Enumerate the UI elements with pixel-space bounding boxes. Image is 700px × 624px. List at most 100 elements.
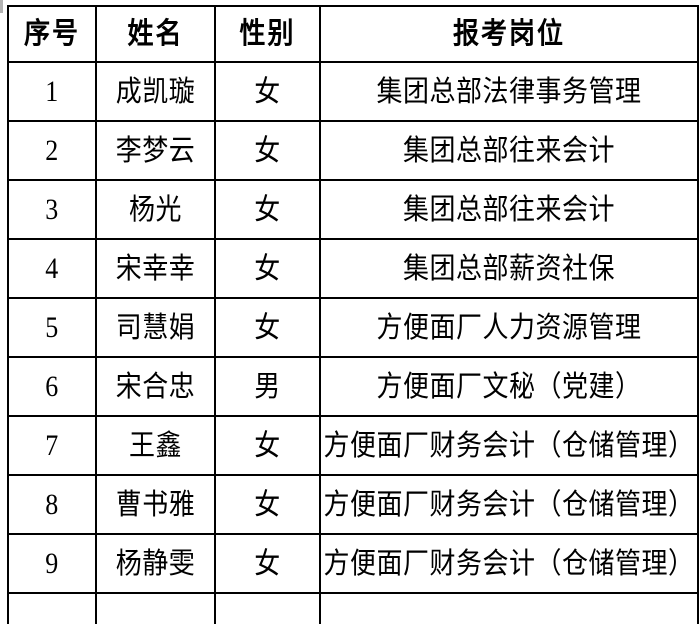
cell-text: 3 (45, 192, 59, 226)
cell-empty (319, 592, 699, 624)
cell-index: 2 (7, 120, 97, 181)
cell-text: 集团总部法律事务管理 (376, 74, 642, 108)
cell-name: 曹书雅 (95, 474, 216, 535)
table-row: 8 曹书雅 女 方便面厂财务会计（仓储管理） (7, 474, 699, 535)
column-header-label: 序号 (23, 17, 80, 50)
cell-name: 王鑫 (95, 415, 216, 476)
cell-name: 司慧娟 (95, 297, 216, 358)
cell-empty (95, 592, 216, 624)
cell-gender: 女 (214, 297, 321, 358)
table-row: 5 司慧娟 女 方便面厂人力资源管理 (7, 297, 699, 358)
cell-position: 方便面厂人力资源管理 (319, 297, 699, 358)
cell-gender: 女 (214, 61, 321, 122)
column-header-position: 报考岗位 (319, 5, 699, 63)
cell-index: 5 (7, 297, 97, 358)
cell-index: 1 (7, 61, 97, 122)
cell-text: 集团总部往来会计 (402, 133, 615, 167)
cell-index: 8 (7, 474, 97, 535)
cell-text: 集团总部薪资社保 (402, 251, 615, 285)
column-header-index: 序号 (7, 5, 97, 63)
cell-position: 方便面厂财务会计（仓储管理） (319, 474, 699, 535)
table-row: 7 王鑫 女 方便面厂财务会计（仓储管理） (7, 415, 699, 476)
table-row: 1 成凯璇 女 集团总部法律事务管理 (7, 61, 699, 122)
cell-text: 方便面厂文秘（党建） (376, 369, 642, 403)
cell-empty (7, 592, 97, 624)
cell-text: 集团总部往来会计 (402, 192, 615, 226)
cell-name: 宋合忠 (95, 356, 216, 417)
cell-text: 宋幸幸 (115, 251, 196, 285)
column-header-label: 性别 (239, 17, 296, 50)
cell-empty (214, 592, 321, 624)
cell-position: 集团总部法律事务管理 (319, 61, 699, 122)
table-body: 1 成凯璇女集团总部法律事务管理 2 李梦云女集团总部往来会计 3 杨光女集团总部往来会计… (7, 61, 699, 624)
cell-position: 方便面厂文秘（党建） (319, 356, 699, 417)
cell-gender: 女 (214, 415, 321, 476)
cell-text: 李梦云 (115, 133, 196, 167)
applicants-table: 序号 姓名 性别 报考岗位 1 成凯璇女集团总部法律事务管理 2 李梦云女集团总部往来会计 3… (7, 5, 699, 624)
cell-name: 李梦云 (95, 120, 216, 181)
table-row: 6 宋合忠 男 方便面厂文秘（党建） (7, 356, 699, 417)
cell-gender: 女 (214, 120, 321, 181)
cell-text: 女 (254, 546, 281, 580)
table-row: 3 杨光 女 集团总部往来会计 (7, 179, 699, 240)
column-header-label: 姓名 (127, 17, 184, 50)
cell-position: 集团总部薪资社保 (319, 238, 699, 299)
cell-text: 女 (254, 133, 281, 167)
cell-index: 6 (7, 356, 97, 417)
cell-text: 2 (45, 133, 59, 167)
cell-text: 4 (45, 251, 59, 285)
cell-gender: 男 (214, 356, 321, 417)
header-row: 序号 姓名 性别 报考岗位 (7, 5, 699, 63)
cell-text: 成凯璇 (115, 74, 196, 108)
column-header-gender: 性别 (214, 5, 321, 63)
cell-index: 3 (7, 179, 97, 240)
table-row: 2 李梦云 女 集团总部往来会计 (7, 120, 699, 181)
cell-text: 女 (254, 487, 281, 521)
cell-text: 7 (45, 428, 59, 462)
table-header: 序号 姓名 性别 报考岗位 (7, 5, 699, 63)
cell-position: 集团总部往来会计 (319, 120, 699, 181)
cell-text: 方便面厂人力资源管理 (376, 310, 642, 344)
cell-text: 方便面厂财务会计（仓储管理） (323, 487, 695, 521)
cell-position: 方便面厂财务会计（仓储管理） (319, 415, 699, 476)
cell-name: 成凯璇 (95, 61, 216, 122)
cell-text: 6 (45, 369, 59, 403)
column-header-label: 报考岗位 (452, 17, 565, 50)
cell-name: 杨静雯 (95, 533, 216, 594)
cell-text: 宋合忠 (115, 369, 196, 403)
cell-text: 曹书雅 (115, 487, 196, 521)
cell-index: 7 (7, 415, 97, 476)
cell-text: 男 (254, 369, 281, 403)
cell-text: 司慧娟 (115, 310, 196, 344)
cell-gender: 女 (214, 474, 321, 535)
table-row: 4 宋幸幸 女 集团总部薪资社保 (7, 238, 699, 299)
cell-text: 9 (45, 546, 59, 580)
cell-text: 杨光 (128, 192, 182, 226)
cell-text: 女 (254, 251, 281, 285)
cell-index: 9 (7, 533, 97, 594)
cell-gender: 女 (214, 179, 321, 240)
cell-gender: 女 (214, 238, 321, 299)
cell-text: 1 (45, 74, 59, 108)
cell-text: 8 (45, 487, 59, 521)
table-row-partial (7, 592, 699, 624)
cell-text: 女 (254, 310, 281, 344)
cell-text: 方便面厂财务会计（仓储管理） (323, 546, 695, 580)
cell-index: 4 (7, 238, 97, 299)
cell-position: 集团总部往来会计 (319, 179, 699, 240)
scan-artifact-mark (0, 0, 3, 13)
cell-name: 杨光 (95, 179, 216, 240)
column-header-name: 姓名 (95, 5, 216, 63)
cell-gender: 女 (214, 533, 321, 594)
cell-position: 方便面厂财务会计（仓储管理） (319, 533, 699, 594)
cell-text: 女 (254, 192, 281, 226)
table-row: 9 杨静雯 女 方便面厂财务会计（仓储管理） (7, 533, 699, 594)
cell-text: 女 (254, 74, 281, 108)
cell-text: 方便面厂财务会计（仓储管理） (323, 428, 695, 462)
cell-text: 女 (254, 428, 281, 462)
cell-text: 5 (45, 310, 59, 344)
cell-text: 杨静雯 (115, 546, 196, 580)
cell-text: 王鑫 (128, 428, 182, 462)
cell-name: 宋幸幸 (95, 238, 216, 299)
